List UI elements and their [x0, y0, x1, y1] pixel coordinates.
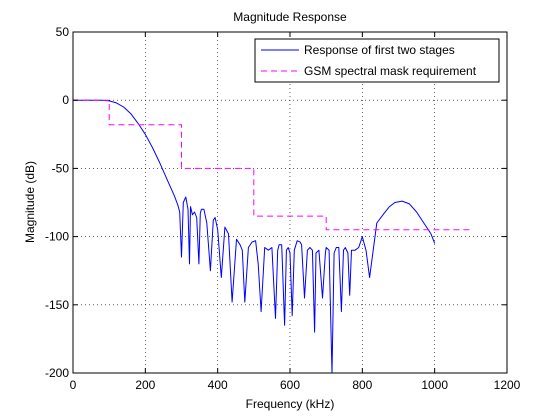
y-tick-label: 50	[56, 25, 70, 39]
x-tick-label: 1200	[494, 378, 521, 392]
legend: Response of first two stages GSM spectra…	[254, 38, 500, 83]
series-group	[73, 99, 471, 373]
series-line-1	[73, 99, 436, 373]
y-tick-label: -100	[45, 230, 69, 244]
grid-lines	[73, 32, 507, 373]
series-line-2	[73, 99, 471, 231]
y-axis-label: Magnitude (dB)	[23, 161, 37, 243]
x-tick-label: 600	[280, 378, 300, 392]
x-tick-label: 800	[352, 378, 372, 392]
y-tick-label: -50	[52, 161, 70, 175]
y-tick-label: -150	[45, 298, 69, 312]
legend-box	[254, 38, 500, 83]
x-tick-label: 1000	[421, 378, 448, 392]
y-tick-label: 0	[62, 93, 69, 107]
x-axis-label: Frequency (kHz)	[246, 397, 335, 411]
plot-area	[73, 32, 507, 373]
legend-label-series-1: Response of first two stages	[304, 43, 455, 57]
axis-ticks: 0 200 400 600 800 1000 1200 -200 -150 -100 -50 0 50	[45, 25, 521, 392]
x-tick-label: 0	[70, 378, 77, 392]
y-tick-label: -200	[45, 366, 69, 380]
chart-title: Magnitude Response	[233, 10, 347, 24]
x-tick-label: 200	[135, 378, 155, 392]
legend-label-series-2: GSM spectral mask requirement	[304, 64, 477, 78]
x-tick-label: 400	[208, 378, 228, 392]
